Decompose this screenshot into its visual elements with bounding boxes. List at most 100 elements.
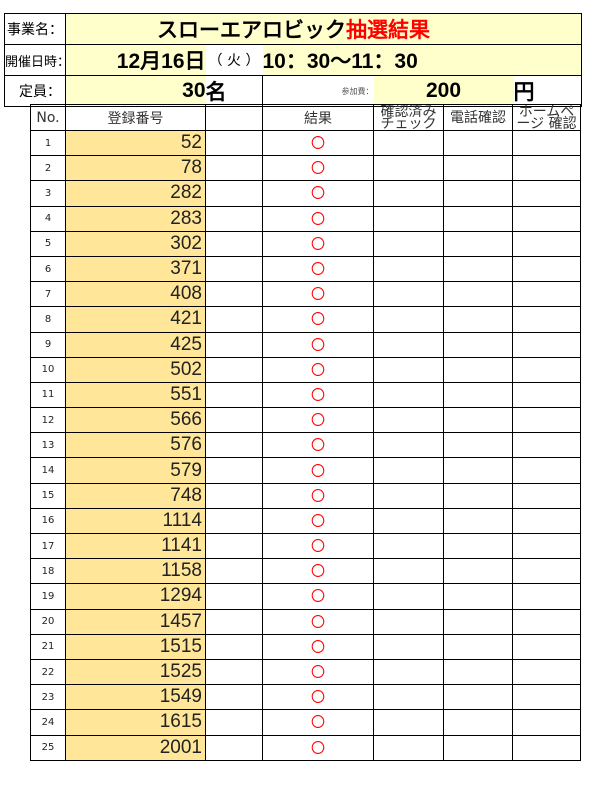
checked-cell[interactable]	[373, 205, 444, 232]
blank-cell[interactable]	[205, 230, 263, 257]
checked-cell[interactable]	[373, 457, 444, 484]
web-check-cell[interactable]	[512, 306, 581, 333]
web-check-cell[interactable]	[512, 583, 581, 610]
blank-cell[interactable]	[205, 180, 263, 207]
checked-cell[interactable]	[373, 180, 444, 207]
blank-cell[interactable]	[205, 356, 263, 383]
blank-cell[interactable]	[205, 407, 263, 434]
blank-cell[interactable]	[205, 381, 263, 409]
blank-cell[interactable]	[205, 532, 263, 560]
blank-cell[interactable]	[205, 608, 263, 635]
web-check-cell[interactable]	[512, 558, 581, 585]
web-check-cell[interactable]	[512, 281, 581, 308]
web-check-cell[interactable]	[512, 457, 581, 484]
checked-cell[interactable]	[373, 734, 444, 761]
blank-cell[interactable]	[205, 306, 263, 333]
phone-check-cell[interactable]	[443, 507, 513, 535]
checked-cell[interactable]	[373, 558, 444, 585]
phone-check-cell[interactable]	[443, 356, 513, 383]
checked-cell[interactable]	[373, 583, 444, 610]
checked-cell[interactable]	[373, 532, 444, 560]
blank-cell[interactable]	[205, 658, 263, 686]
phone-check-cell[interactable]	[443, 129, 513, 157]
phone-check-cell[interactable]	[443, 407, 513, 434]
phone-check-cell[interactable]	[443, 608, 513, 635]
phone-check-cell[interactable]	[443, 734, 513, 761]
phone-check-cell[interactable]	[443, 381, 513, 409]
blank-cell[interactable]	[205, 432, 263, 459]
checked-cell[interactable]	[373, 230, 444, 257]
blank-cell[interactable]	[205, 457, 263, 484]
web-check-cell[interactable]	[512, 407, 581, 434]
phone-check-cell[interactable]	[443, 457, 513, 484]
blank-cell[interactable]	[205, 129, 263, 157]
phone-check-cell[interactable]	[443, 583, 513, 610]
phone-check-cell[interactable]	[443, 230, 513, 257]
web-check-cell[interactable]	[512, 432, 581, 459]
phone-check-cell[interactable]	[443, 432, 513, 459]
blank-cell[interactable]	[205, 633, 263, 660]
checked-cell[interactable]	[373, 407, 444, 434]
checked-cell[interactable]	[373, 255, 444, 283]
phone-check-cell[interactable]	[443, 281, 513, 308]
blank-cell[interactable]	[205, 558, 263, 585]
web-check-cell[interactable]	[512, 129, 581, 157]
checked-cell[interactable]	[373, 507, 444, 535]
checked-cell[interactable]	[373, 356, 444, 383]
checked-cell[interactable]	[373, 684, 444, 711]
blank-cell[interactable]	[205, 734, 263, 761]
phone-check-cell[interactable]	[443, 658, 513, 686]
blank-cell[interactable]	[205, 331, 263, 358]
blank-cell[interactable]	[205, 205, 263, 232]
blank-cell[interactable]	[205, 684, 263, 711]
checked-cell[interactable]	[373, 129, 444, 157]
web-check-cell[interactable]	[512, 230, 581, 257]
web-check-cell[interactable]	[512, 381, 581, 409]
phone-check-cell[interactable]	[443, 306, 513, 333]
web-check-cell[interactable]	[512, 356, 581, 383]
web-check-cell[interactable]	[512, 331, 581, 358]
checked-cell[interactable]	[373, 281, 444, 308]
blank-cell[interactable]	[205, 281, 263, 308]
checked-cell[interactable]	[373, 306, 444, 333]
phone-check-cell[interactable]	[443, 205, 513, 232]
web-check-cell[interactable]	[512, 734, 581, 761]
checked-cell[interactable]	[373, 482, 444, 509]
checked-cell[interactable]	[373, 709, 444, 736]
phone-check-cell[interactable]	[443, 684, 513, 711]
phone-check-cell[interactable]	[443, 558, 513, 585]
checked-cell[interactable]	[373, 381, 444, 409]
phone-check-cell[interactable]	[443, 532, 513, 560]
web-check-cell[interactable]	[512, 532, 581, 560]
web-check-cell[interactable]	[512, 709, 581, 736]
web-check-cell[interactable]	[512, 608, 581, 635]
web-check-cell[interactable]	[512, 205, 581, 232]
web-check-cell[interactable]	[512, 658, 581, 686]
web-check-cell[interactable]	[512, 507, 581, 535]
phone-check-cell[interactable]	[443, 633, 513, 660]
web-check-cell[interactable]	[512, 482, 581, 509]
blank-cell[interactable]	[205, 255, 263, 283]
blank-cell[interactable]	[205, 583, 263, 610]
blank-cell[interactable]	[205, 507, 263, 535]
phone-check-cell[interactable]	[443, 255, 513, 283]
web-check-cell[interactable]	[512, 255, 581, 283]
web-check-cell[interactable]	[512, 180, 581, 207]
checked-cell[interactable]	[373, 658, 444, 686]
checked-cell[interactable]	[373, 432, 444, 459]
web-check-cell[interactable]	[512, 155, 581, 182]
phone-check-cell[interactable]	[443, 709, 513, 736]
phone-check-cell[interactable]	[443, 155, 513, 182]
blank-cell[interactable]	[205, 482, 263, 509]
checked-cell[interactable]	[373, 633, 444, 660]
blank-cell[interactable]	[205, 155, 263, 182]
checked-cell[interactable]	[373, 155, 444, 182]
web-check-cell[interactable]	[512, 684, 581, 711]
checked-cell[interactable]	[373, 608, 444, 635]
phone-check-cell[interactable]	[443, 180, 513, 207]
web-check-cell[interactable]	[512, 633, 581, 660]
phone-check-cell[interactable]	[443, 331, 513, 358]
phone-check-cell[interactable]	[443, 482, 513, 509]
checked-cell[interactable]	[373, 331, 444, 358]
blank-cell[interactable]	[205, 709, 263, 736]
